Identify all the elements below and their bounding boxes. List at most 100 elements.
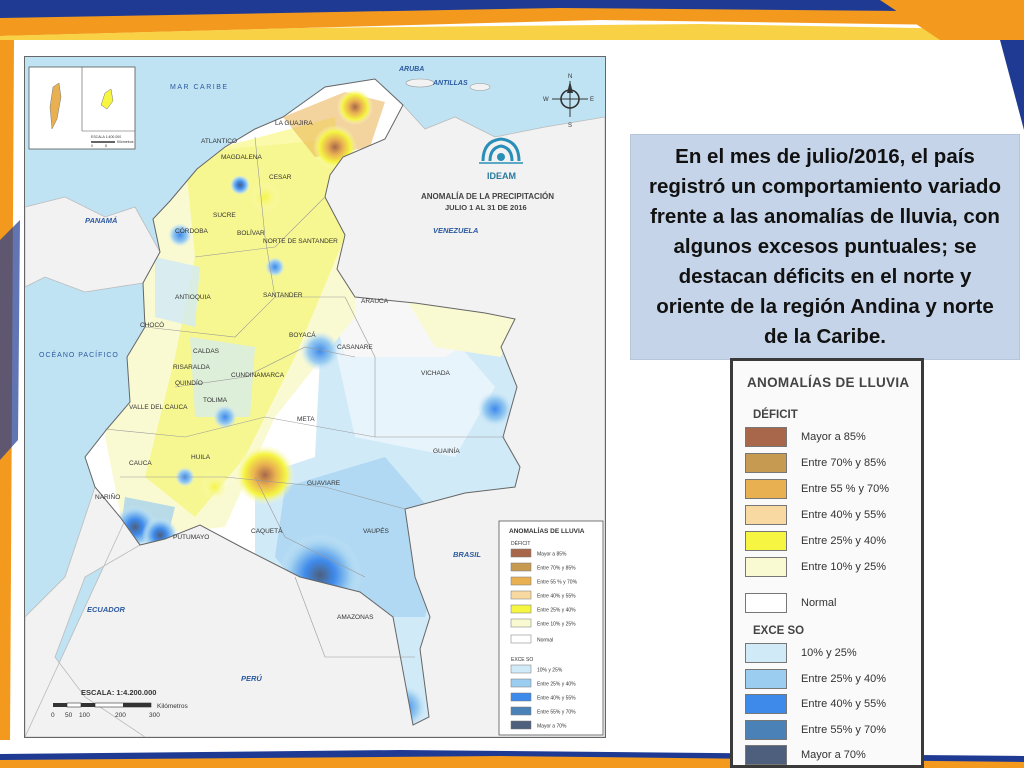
legend-normal-item: Normal (745, 593, 836, 613)
legend-deficit-item-2-swatch (745, 479, 787, 499)
map-legend-exceso-1-label: Entre 25% y 40% (537, 682, 576, 688)
legend-exceso-item-1-swatch (745, 668, 787, 689)
scale-label: ESCALA: 1:4.200.000 (81, 688, 156, 697)
legend-deficit-item-4-swatch (745, 531, 787, 551)
legend-exceso-item-0: 10% y 25% (745, 643, 857, 663)
inset-scale-text: ESCALA 1:400.000 (91, 135, 121, 139)
legend-exceso-item-1-label: Entre 25% y 40% (801, 672, 886, 685)
legend-deficit-item-5-swatch (745, 557, 787, 577)
legend-deficit-item-1-swatch (745, 453, 787, 473)
map-scale-bar: ESCALA: 1:4.200.000 Kilómetros 0 50 100 … (51, 688, 188, 719)
map-legend-exceso-1-swatch (510, 678, 532, 688)
compass-s: S (568, 123, 572, 129)
legend-exceso-heading: EXCE SO (753, 625, 805, 637)
legend-deficit-item-5: Entre 10% y 25% (745, 557, 886, 577)
legend-normal-item-label: Normal (801, 597, 837, 609)
inset-unit-text: Kilómetros (117, 140, 134, 144)
label-ecuador: ECUADOR (87, 605, 126, 614)
map-legend-deficit-0-label: Mayor a 85% (537, 552, 567, 558)
label-caldas: CALDAS (193, 348, 220, 355)
map-legend-exceso-3-label: Entre 55% y 70% (537, 710, 576, 716)
map-legend-deficit-1-label: Entre 70% y 85% (537, 566, 576, 572)
label-amazonas: AMAZONAS (337, 614, 374, 621)
scale-unit: Kilómetros (157, 703, 188, 710)
map-legend-deficit-5-swatch (510, 618, 532, 628)
scale-tick-1: 50 (65, 712, 73, 719)
legend-deficit-item-2: Entre 55 % y 70% (745, 479, 889, 499)
label-magdalena: MAGDALENA (221, 154, 262, 161)
map-legend-exceso-0-label: 10% y 25% (537, 668, 563, 674)
label-meta: META (297, 416, 315, 423)
map-legend-deficit-4-label: Entre 25% y 40% (537, 608, 576, 614)
label-peru: PERÚ (241, 674, 262, 683)
label-bolivar: BOLÍVAR (237, 228, 265, 237)
map-legend-deficit-4-swatch (510, 604, 532, 614)
map-title: ANOMALÍA DE LA PRECIPITACIÓN (421, 192, 554, 201)
legend-deficit-item-0: Mayor a 85% (745, 427, 866, 447)
legend-exceso-item-3-label: Entre 55% y 70% (801, 723, 886, 736)
legend-deficit-item-3-swatch (745, 505, 787, 525)
label-guainia: GUAINÍA (433, 446, 460, 455)
compass-w: W (543, 97, 549, 103)
rainfall-anomaly-legend: ANOMALÍAS DE LLUVIA DÉFICIT EXCE SO Mayo… (730, 358, 924, 768)
summary-callout: En el mes de julio/2016, el país registr… (630, 134, 1020, 360)
inset-tick-0: 0 (91, 144, 93, 148)
label-valle-del-cauca: VALLE DEL CAUCA (129, 404, 188, 411)
map-legend-deficit-3-label: Entre 40% y 55% (537, 594, 576, 600)
summary-text: En el mes de julio/2016, el país registr… (649, 145, 1001, 348)
inset-tick-1: 8 (105, 144, 107, 148)
legend-title: ANOMALÍAS DE LLUVIA (747, 375, 910, 390)
label-atlantico: ATLANTICO (201, 138, 237, 145)
label-cundinamarca: CUNDINAMARCA (231, 372, 285, 379)
label-venezuela: VENEZUELA (433, 226, 478, 235)
slide-left-accent (0, 40, 20, 740)
legend-exceso-item-1: Entre 25% y 40% (745, 668, 886, 689)
legend-deficit-item-1-label: Entre 70% y 85% (801, 457, 886, 469)
label-brasil: BRASIL (453, 550, 481, 559)
map-legend-title: ANOMALÍAS DE LLUVIA (509, 526, 585, 535)
legend-deficit-item-0-swatch (745, 427, 787, 447)
map-legend-exceso-3-swatch (510, 706, 532, 716)
map-legend-deficit-1-swatch (510, 562, 532, 572)
slide-right-accent (1000, 40, 1024, 130)
scale-tick-0: 0 (51, 712, 55, 719)
label-cauca: CAUCA (129, 460, 152, 467)
label-choco: CHOCÓ (140, 320, 164, 329)
antillas-island (469, 83, 491, 91)
map-legend-deficit-3-swatch (510, 590, 532, 600)
map-canvas: ESCALA 1:400.000 Kilómetros 0 8 N S E W … (25, 57, 605, 737)
compass-n: N (568, 74, 572, 80)
map-subtitle: JULIO 1 AL 31 DE 2016 (445, 203, 527, 212)
label-panama: PANAMÁ (85, 216, 117, 225)
scale-tick-2: 100 (79, 712, 90, 719)
legend-deficit-item-3: Entre 40% y 55% (745, 505, 886, 525)
precipitation-anomaly-map: ESCALA 1:400.000 Kilómetros 0 8 N S E W … (24, 56, 606, 738)
label-vichada: VICHADA (421, 370, 451, 377)
label-cesar: CESAR (269, 174, 292, 181)
label-cordoba: CÓRDOBA (175, 226, 209, 235)
map-legend-normal-label: Normal (537, 638, 553, 644)
legend-exceso-item-3-swatch (745, 719, 787, 740)
slide-top-band (0, 0, 1024, 40)
map-legend-deficit-5-label: Entre 10% y 25% (537, 622, 576, 628)
label-la-guajira: LA GUAJIRA (275, 120, 313, 127)
legend-deficit-heading: DÉFICIT (753, 409, 798, 421)
legend-deficit-item-4: Entre 25% y 40% (745, 531, 886, 551)
region-labels: MAR CARIBE ARUBA ANTILLAS PANAMÁ VENEZUE… (39, 66, 481, 683)
legend-exceso-item-2-swatch (745, 694, 787, 714)
label-santander: SANTANDER (263, 292, 303, 299)
label-arauca: ARAUCA (361, 298, 389, 305)
map-legend-deficit-0-swatch (510, 548, 532, 558)
label-caqueta: CAQUETÁ (251, 526, 283, 535)
map-legend-deficit-2-swatch (510, 576, 532, 586)
aruba-island (405, 78, 435, 88)
inset-map: ESCALA 1:400.000 Kilómetros 0 8 (28, 66, 136, 150)
department-borders (104, 136, 505, 658)
label-antillas: ANTILLAS (432, 80, 468, 87)
legend-deficit-item-2-label: Entre 55 % y 70% (801, 483, 890, 495)
label-casanare: CASANARE (337, 344, 373, 351)
label-boyaca: BOYACÁ (289, 330, 316, 339)
legend-exceso-item-2-label: Entre 40% y 55% (801, 698, 886, 710)
legend-exceso-item-0-swatch (745, 643, 787, 663)
label-mar-caribe: MAR CARIBE (170, 84, 229, 91)
